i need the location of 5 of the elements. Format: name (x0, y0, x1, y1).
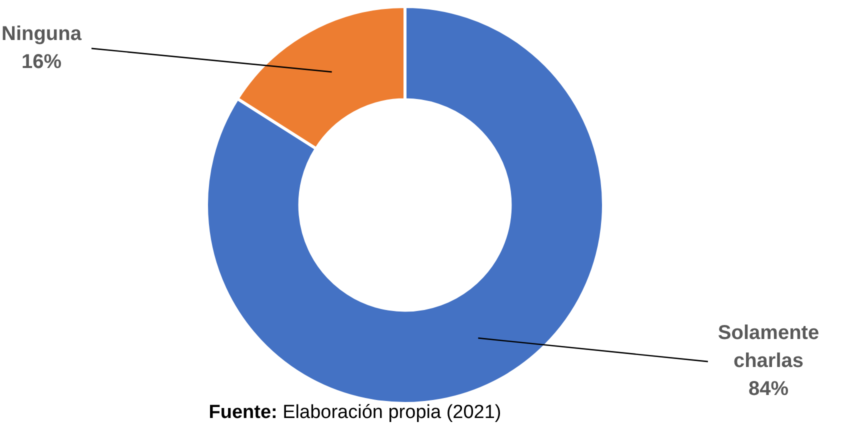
data-label: 16% (21, 50, 62, 73)
source-note: Fuente: Elaboración propia (2021) (208, 402, 502, 424)
data-label: 84% (748, 378, 789, 400)
slice-label: Ninguna (2, 22, 82, 45)
slice-label: Solamente charlas (718, 322, 820, 372)
